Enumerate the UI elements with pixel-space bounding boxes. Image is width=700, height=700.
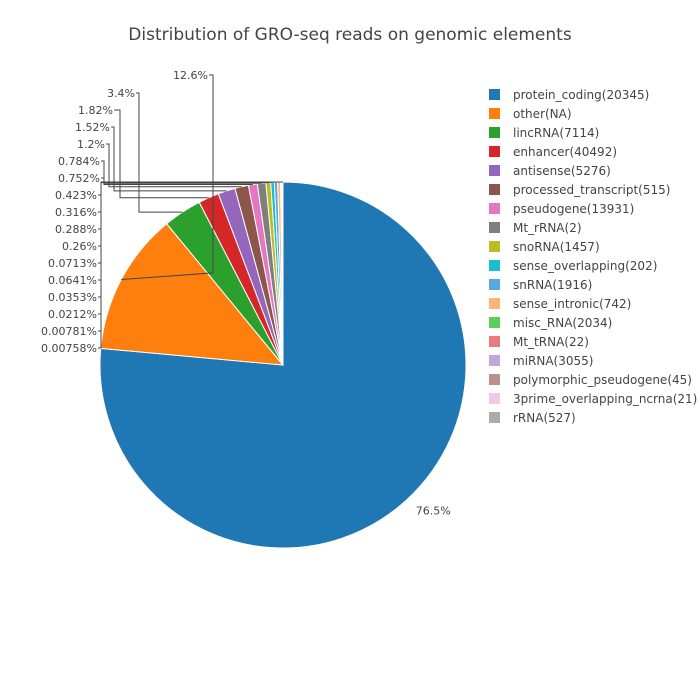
leader-line-other — [121, 74, 214, 280]
legend-label: 3prime_overlapping_ncrna(21) — [513, 392, 697, 406]
chart-title: Distribution of GRO-seq reads on genomic… — [128, 25, 572, 45]
legend-item-mt-rrna[interactable]: Mt_rRNA(2) — [489, 221, 582, 235]
legend-label: sense_overlapping(202) — [513, 259, 657, 273]
slice-label-mt-rrna: 0.752% — [58, 172, 100, 185]
legend-item-polymorphic-pseudogene[interactable]: polymorphic_pseudogene(45) — [489, 373, 692, 387]
legend-item-mt-trna[interactable]: Mt_tRNA(22) — [489, 335, 589, 349]
legend-swatch — [489, 412, 500, 423]
legend-swatch — [489, 374, 500, 385]
leader-line-mt-rrna — [101, 177, 262, 184]
legend-swatch — [489, 184, 500, 195]
legend-swatch — [489, 336, 500, 347]
legend-label: protein_coding(20345) — [513, 88, 649, 102]
label-leader-lines — [98, 74, 283, 349]
slice-label-protein-coding: 76.5% — [416, 505, 451, 518]
legend-swatch — [489, 317, 500, 328]
legend-item-sense-overlapping[interactable]: sense_overlapping(202) — [489, 259, 657, 273]
slice-label-snrna: 0.288% — [55, 223, 97, 236]
legend-label: pseudogene(13931) — [513, 202, 634, 216]
legend-label: Mt_rRNA(2) — [513, 221, 582, 235]
legend-swatch — [489, 89, 500, 100]
legend-swatch — [489, 298, 500, 309]
slice-label-3prime-overlapping-ncrna: 0.00781% — [41, 325, 97, 338]
slice-label-mirna: 0.0353% — [48, 291, 97, 304]
legend-label: lincRNA(7114) — [513, 126, 599, 140]
slice-label-snorna: 0.423% — [55, 189, 97, 202]
legend-label: enhancer(40492) — [513, 145, 617, 159]
legend-item-lincrna[interactable]: lincRNA(7114) — [489, 126, 599, 140]
pie-slices — [99, 181, 467, 549]
slice-label-sense-intronic: 0.26% — [62, 240, 97, 253]
slice-label-lincrna: 3.4% — [107, 87, 135, 100]
slice-label-pseudogene: 0.784% — [58, 155, 100, 168]
legend-swatch — [489, 222, 500, 233]
legend-swatch — [489, 260, 500, 271]
slice-label-mt-trna: 0.0641% — [48, 274, 97, 287]
slice-label-other: 12.6% — [173, 69, 208, 82]
legend-label: snRNA(1916) — [513, 278, 592, 292]
legend-label: other(NA) — [513, 107, 572, 121]
legend-item-misc-rna[interactable]: misc_RNA(2034) — [489, 316, 612, 330]
legend-swatch — [489, 108, 500, 119]
legend-item-mirna[interactable]: miRNA(3055) — [489, 354, 593, 368]
legend-swatch — [489, 355, 500, 366]
legend-label: misc_RNA(2034) — [513, 316, 612, 330]
legend-swatch — [489, 393, 500, 404]
legend: protein_coding(20345) other(NA) lincRNA(71… — [489, 88, 697, 425]
legend-item-other[interactable]: other(NA) — [489, 107, 572, 121]
slice-label-processed-transcript: 1.2% — [77, 138, 105, 151]
legend-item-sense-intronic[interactable]: sense_intronic(742) — [489, 297, 631, 311]
slice-label-misc-rna: 0.0713% — [48, 257, 97, 270]
legend-label: processed_transcript(515) — [513, 183, 670, 197]
legend-item-3prime-overlapping-ncrna[interactable]: 3prime_overlapping_ncrna(21) — [489, 392, 697, 406]
legend-swatch — [489, 127, 500, 138]
legend-label: sense_intronic(742) — [513, 297, 631, 311]
leader-line-rrna — [98, 181, 283, 349]
slice-label-rrna: 0.00758% — [41, 342, 97, 355]
leader-line-pseudogene — [101, 160, 253, 185]
leader-line-enhancer — [114, 109, 209, 199]
legend-label: Mt_tRNA(22) — [513, 335, 589, 349]
legend-label: polymorphic_pseudogene(45) — [513, 373, 692, 387]
legend-swatch — [489, 241, 500, 252]
legend-label: antisense(5276) — [513, 164, 611, 178]
legend-item-pseudogene[interactable]: pseudogene(13931) — [489, 202, 634, 216]
legend-label: miRNA(3055) — [513, 354, 593, 368]
legend-swatch — [489, 203, 500, 214]
legend-label: rRNA(527) — [513, 411, 576, 425]
leader-line-processed-transcript — [106, 143, 242, 188]
legend-item-enhancer[interactable]: enhancer(40492) — [489, 145, 617, 159]
legend-item-snrna[interactable]: snRNA(1916) — [489, 278, 592, 292]
slice-label-sense-overlapping: 0.316% — [55, 206, 97, 219]
slice-labels: 76.5% 12.6% 3.4% 1.82% 1.52% 1.2% 0.784% 0.752%… — [41, 69, 451, 518]
legend-item-protein-coding[interactable]: protein_coding(20345) — [489, 88, 649, 102]
leader-line-lincrna — [136, 92, 183, 213]
legend-item-snorna[interactable]: snoRNA(1457) — [489, 240, 600, 254]
legend-swatch — [489, 165, 500, 176]
legend-swatch — [489, 146, 500, 157]
leader-line-antisense — [111, 126, 227, 192]
slice-label-antisense: 1.52% — [75, 121, 110, 134]
legend-item-processed-transcript[interactable]: processed_transcript(515) — [489, 183, 670, 197]
legend-item-antisense[interactable]: antisense(5276) — [489, 164, 611, 178]
slice-label-enhancer: 1.82% — [78, 104, 113, 117]
legend-swatch — [489, 279, 500, 290]
slice-label-polymorphic-pseudogene: 0.0212% — [48, 308, 97, 321]
legend-label: snoRNA(1457) — [513, 240, 600, 254]
legend-item-rrna[interactable]: rRNA(527) — [489, 411, 576, 425]
